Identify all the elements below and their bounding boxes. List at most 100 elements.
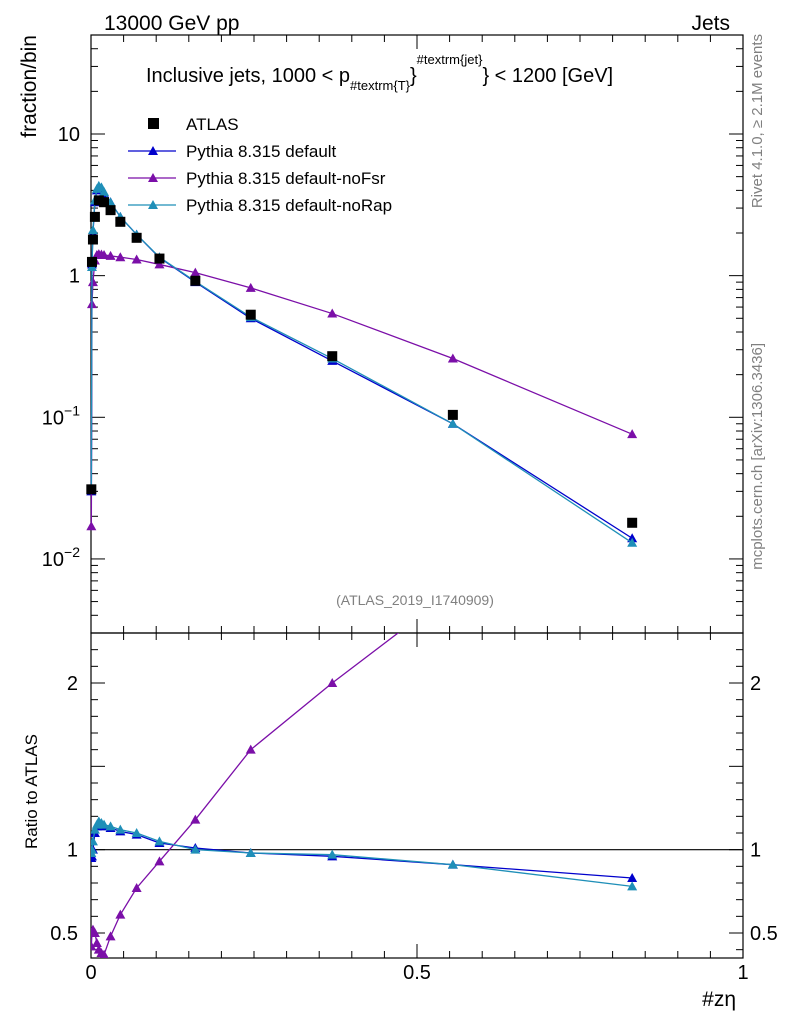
plot-title-sub: #textrm{T} <box>350 78 411 93</box>
ratio-marker <box>627 881 638 891</box>
ratio-marker <box>91 844 97 854</box>
ratio-marker <box>91 824 100 834</box>
series-marker <box>327 308 338 318</box>
series-marker <box>154 259 165 269</box>
ratio-marker <box>327 849 338 859</box>
ratio-y-axis-label: Ratio to ATLAS <box>22 734 41 849</box>
series-marker <box>245 282 256 292</box>
y-tick-label: 10−1 <box>42 402 80 429</box>
data-point <box>627 517 638 528</box>
ratio-marker <box>190 814 201 824</box>
mcplots-label: mcplots.cern.ch [arXiv:1306.3436] <box>749 343 766 570</box>
y-tick-label: 1 <box>69 266 80 288</box>
legend-marker <box>148 200 158 209</box>
ratio-tick-label: 2 <box>67 673 78 695</box>
rivet-label: Rivet 4.1.0, ≥ 2.1M events <box>749 34 766 208</box>
series-marker <box>87 277 98 287</box>
header-right: Jets <box>691 12 730 35</box>
ratio-marker <box>131 828 142 837</box>
series-marker <box>99 186 110 196</box>
ratio-line <box>91 822 633 879</box>
ratio-marker <box>91 928 100 937</box>
series-marker <box>627 533 638 543</box>
series-marker <box>447 418 458 428</box>
ratio-marker <box>131 883 142 892</box>
ratio-plot: 0 0.5 10.5 0.51 12 2 <box>50 311 778 984</box>
ratio-line <box>91 820 633 887</box>
data-point <box>105 205 116 216</box>
legend-label: Pythia 8.315 default-noFsr <box>186 169 386 188</box>
data-point <box>245 309 256 320</box>
series-line <box>90 253 633 527</box>
data-point <box>86 256 97 267</box>
data-point <box>86 484 97 495</box>
ratio-marker <box>115 824 126 834</box>
data-point <box>87 234 98 245</box>
legend-marker <box>148 118 159 129</box>
series-marker <box>86 521 97 531</box>
ratio-marker <box>99 949 109 958</box>
ratio-marker <box>327 678 338 687</box>
series-marker <box>105 250 116 260</box>
legend-label: Pythia 8.315 default-noRap <box>186 196 392 215</box>
plot-title-tail: } < 1200 [GeV] <box>482 65 613 87</box>
data-point <box>93 195 104 206</box>
data-point <box>190 275 201 286</box>
series-marker <box>190 267 201 277</box>
legend-label: Pythia 8.315 default <box>186 142 337 161</box>
ratio-marker <box>154 836 165 846</box>
ratio-marker <box>91 836 98 846</box>
analysis-id: (ATLAS_2019_I1740909) <box>336 592 494 608</box>
ratio-marker <box>154 856 165 866</box>
ratio-marker <box>190 844 201 854</box>
legend-marker <box>148 146 158 155</box>
ratio-tick-label: 0.5 <box>50 923 78 945</box>
ratio-marker <box>245 744 256 754</box>
data-point <box>131 232 142 243</box>
plot-title-sup: #textrm{jet} <box>417 52 483 67</box>
ratio-tick-label-right: 1 <box>750 840 761 862</box>
ratio-marker <box>105 931 116 941</box>
plot-title-main: Inclusive jets, 1000 < p <box>146 65 350 87</box>
main-plot: 10−2 10−1 1 10 <box>42 34 744 634</box>
ratio-tick-label-right: 2 <box>750 673 761 695</box>
y-tick-label: 10 <box>58 124 80 146</box>
series-marker <box>131 254 142 264</box>
ratio-marker <box>627 873 638 882</box>
data-point <box>447 409 458 420</box>
data-point <box>89 211 100 222</box>
series-marker <box>627 537 638 547</box>
ratio-marker <box>91 938 102 947</box>
ratio-frame <box>90 632 744 959</box>
data-point <box>99 197 110 208</box>
x-tick-label: 0 <box>85 962 96 984</box>
header-left: 13000 GeV pp <box>104 12 239 35</box>
ratio-marker <box>115 909 126 919</box>
data-point <box>327 351 338 362</box>
legend-label: ATLAS <box>186 115 239 134</box>
ratio-marker <box>627 311 637 320</box>
x-axis-label: #zη <box>702 988 736 1011</box>
ratio-marker <box>99 819 110 829</box>
series-marker <box>87 225 98 235</box>
y-axis-label: fraction/bin <box>18 35 41 138</box>
series-marker <box>115 252 126 262</box>
legend: ATLAS Pythia 8.315 default Pythia 8.315 de… <box>128 115 392 215</box>
ratio-tick-label-right: 0.5 <box>750 923 778 945</box>
ratio-marker <box>447 859 458 869</box>
series-marker <box>447 353 458 363</box>
ratio-marker <box>105 821 116 831</box>
legend-marker <box>148 173 158 182</box>
x-tick-label: 0.5 <box>403 962 431 984</box>
data-point <box>154 253 165 264</box>
series-line <box>90 186 633 539</box>
x-tick-label: 1 <box>737 962 748 984</box>
data-point <box>115 216 126 227</box>
ratio-marker <box>245 848 256 857</box>
ratio-series-group <box>91 311 638 958</box>
plot-title: Inclusive jets, 1000 < p#textrm{T}}#text… <box>146 52 613 93</box>
ratio-tick-label: 1 <box>67 840 78 862</box>
y-tick-label: 10−2 <box>42 544 80 571</box>
series-marker <box>99 249 110 259</box>
